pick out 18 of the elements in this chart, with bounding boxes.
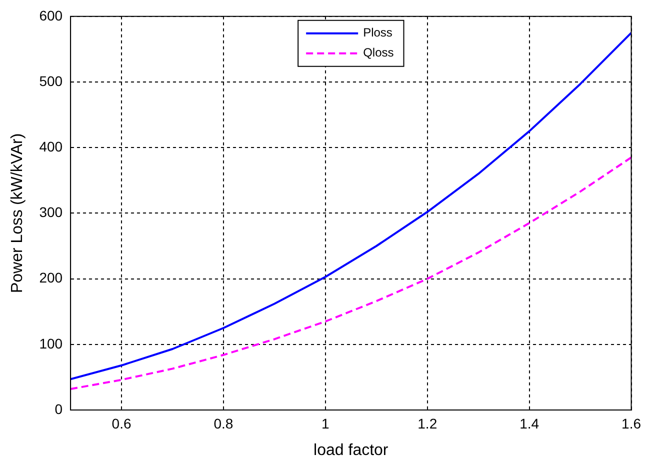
- y-tick-label: 600: [39, 7, 63, 24]
- x-tick-label: 1.6: [622, 415, 642, 432]
- x-tick-label: 1.4: [520, 415, 540, 432]
- y-tick-label: 400: [39, 138, 63, 154]
- line-series: [70, 156, 632, 390]
- x-tick-label: 0.6: [112, 415, 132, 432]
- x-tick-label: 1: [322, 415, 330, 432]
- y-tick-label: 0: [54, 400, 63, 417]
- legend-label: Ploss: [363, 26, 392, 40]
- x-tick-label: 0.8: [214, 415, 234, 432]
- x-axis-title: load factor: [314, 442, 389, 459]
- x-tick-label: 1.2: [418, 415, 438, 432]
- y-tick-label: 500: [39, 72, 63, 89]
- legend-label: Qloss: [363, 46, 394, 60]
- y-axis-title: Power Loss (kW/kVAr): [9, 133, 26, 294]
- y-tick-label: 300: [39, 204, 63, 220]
- y-tick-label: 100: [39, 335, 63, 352]
- y-tick-label: 200: [39, 270, 63, 286]
